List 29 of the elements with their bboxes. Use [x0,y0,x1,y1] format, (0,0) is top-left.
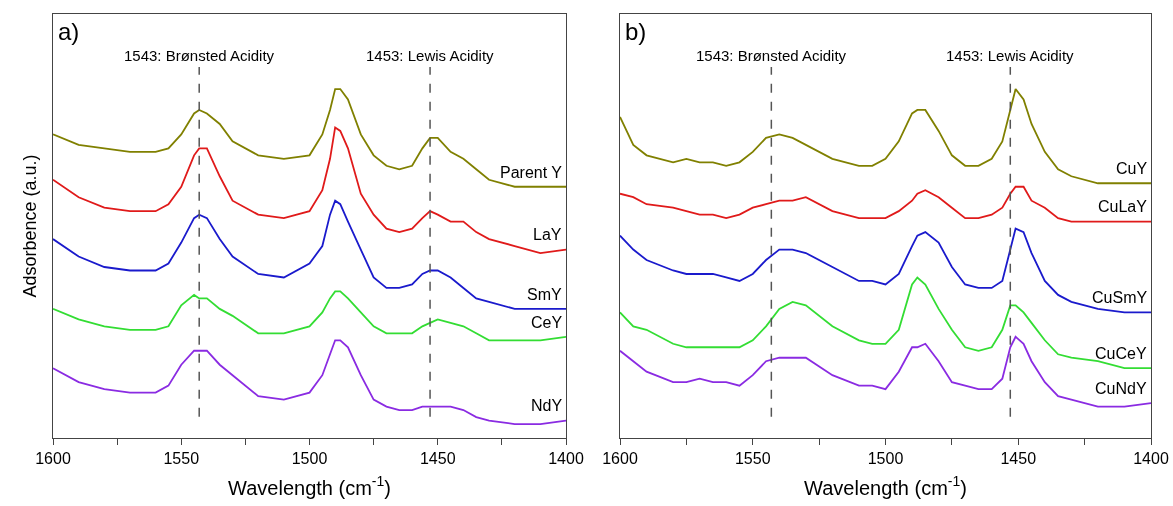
ref-line-label: 1543: Brønsted Acidity [124,47,275,64]
series-label: CuNdY [1095,380,1147,397]
ref-line-label: 1453: Lewis Acidity [946,47,1075,64]
series-label: NdY [531,397,563,414]
series-label: LaY [533,226,562,243]
x-tick-label: 1500 [291,450,328,468]
ref-line-label: 1453: Lewis Acidity [366,47,495,64]
chart-title: b) [625,18,647,45]
x-tick-label: 1400 [548,450,584,468]
x-tick-label: 1550 [163,450,200,468]
x-tick-label: 1500 [867,450,904,468]
series-label: CuLaY [1098,198,1148,215]
series-label: CeY [531,314,563,331]
series-label: SmY [527,286,562,303]
x-tick-label: 1450 [1000,450,1037,468]
x-axis-title: Wavelength (cm$^{-1}$) [804,473,967,499]
x-tick-label: 1550 [734,450,771,468]
series-label: CuCeY [1095,345,1147,362]
x-axis-title: Wavelength (cm$^{-1}$) [228,473,391,499]
x-tick-label: 1400 [1133,450,1169,468]
y-axis-title: Adsorbence (a.u.) [20,154,41,298]
chart-title: a) [58,18,80,45]
series-label: CuY [1116,160,1148,177]
x-tick-label: 1450 [419,450,456,468]
x-tick-label: 1600 [35,450,71,468]
series-label: CuSmY [1092,289,1148,306]
ref-line-label: 1543: Brønsted Acidity [696,47,847,64]
x-tick-label: 1600 [602,450,638,468]
series-label: Parent Y [500,164,563,181]
